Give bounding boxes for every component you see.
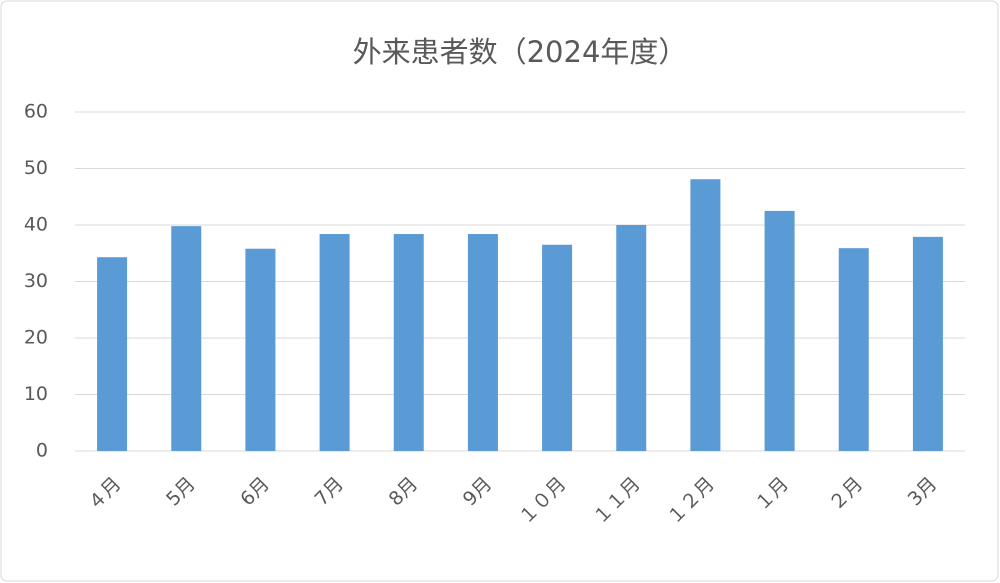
bar [171, 226, 202, 451]
y-tick-label: 50 [24, 157, 48, 179]
bar [690, 179, 721, 452]
bar [764, 210, 795, 451]
bar [97, 257, 128, 451]
chart-title: 外来患者数（2024年度） [353, 35, 688, 69]
bar [393, 234, 424, 451]
bar [912, 236, 943, 451]
y-tick-label: 20 [24, 327, 48, 349]
bar [467, 234, 498, 451]
y-tick-label: 10 [24, 383, 48, 405]
bar [319, 234, 350, 451]
bar [542, 244, 573, 451]
bar [838, 248, 869, 451]
y-tick-label: 0 [36, 440, 48, 462]
bar [245, 248, 276, 451]
y-tick-label: 60 [24, 101, 48, 123]
y-tick-label: 30 [24, 270, 48, 292]
y-tick-label: 40 [24, 214, 48, 236]
bar [616, 225, 647, 451]
